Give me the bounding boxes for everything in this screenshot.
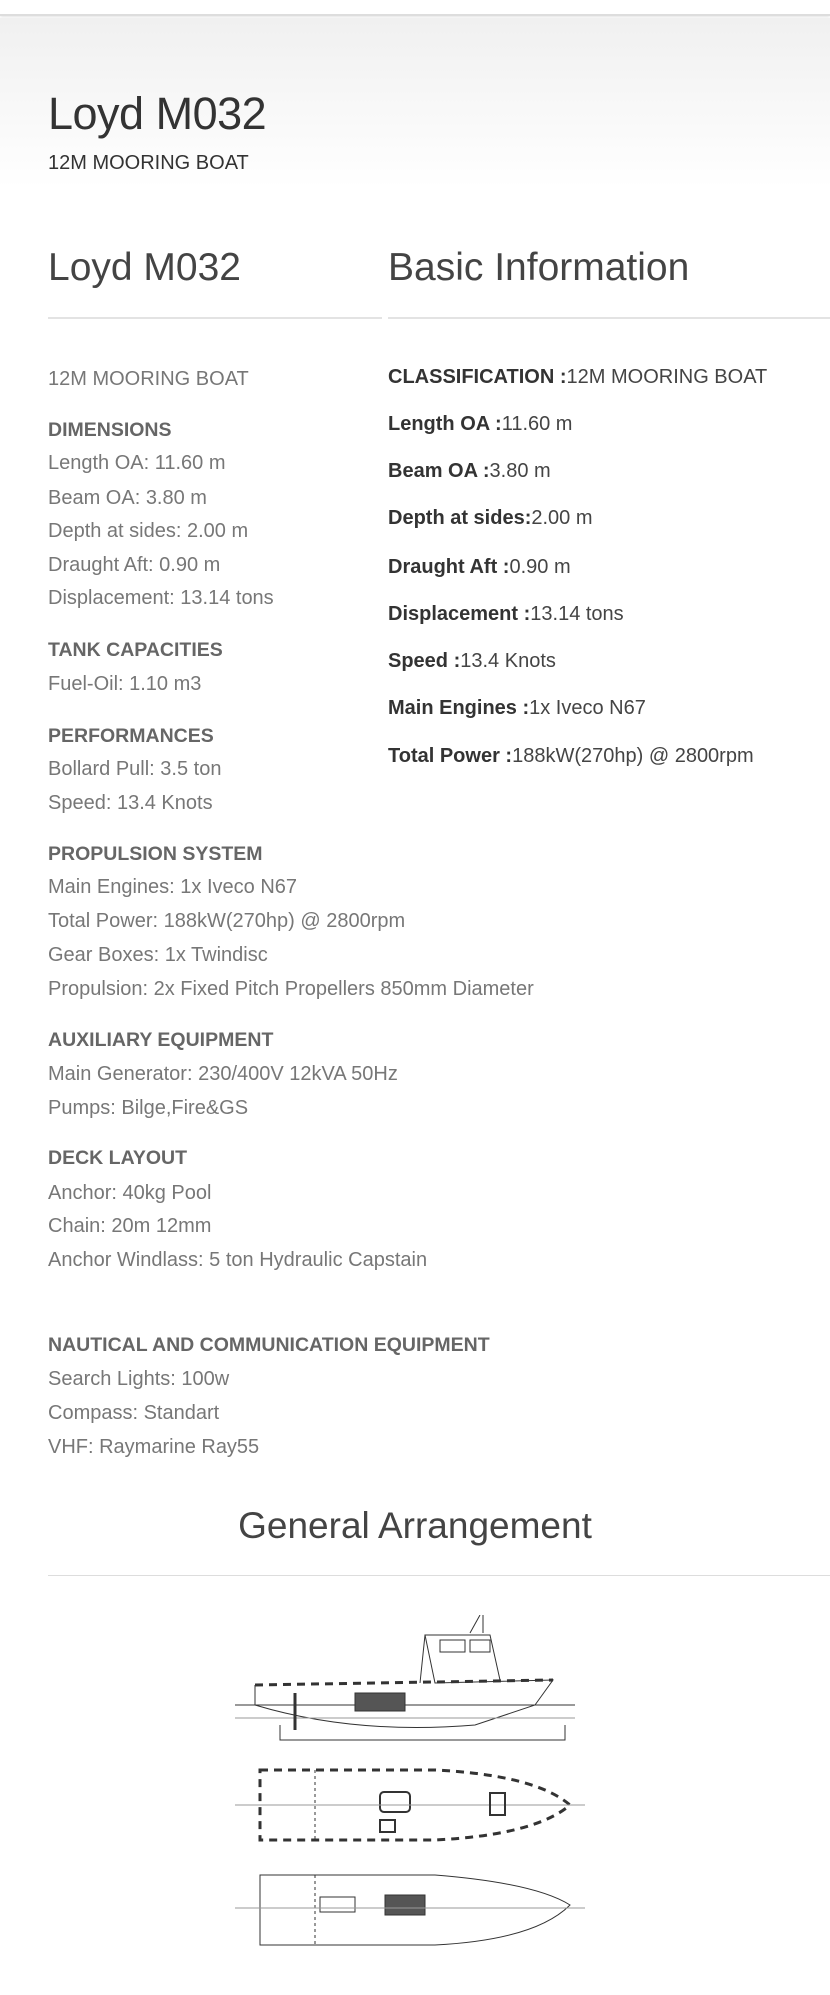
basic-info-value: 188kW(270hp) @ 2800rpm [512, 745, 754, 767]
spec-item-row: Chain: 20m 12mm [48, 1209, 211, 1243]
basic-info-row: Length OA :11.60 m [388, 413, 572, 436]
basic-info-label: CLASSIFICATION : [388, 366, 567, 388]
basic-info-label: Draught Aft : [388, 556, 510, 578]
spec-group-title: DECK LAYOUT [48, 1147, 188, 1169]
spec-item-row: Displacement: 13.14 tons [48, 581, 274, 615]
spec-item-row: Depth at sides: 2.00 m [48, 514, 248, 548]
basic-info-heading: Basic Information [388, 246, 690, 289]
spec-item-row: Main Generator: 230/400V 12kVA 50Hz [48, 1057, 398, 1091]
spec-item-row: Pumps: Bilge,Fire&GS [48, 1091, 248, 1125]
divider [48, 1575, 830, 1576]
deck-plan-view [235, 1768, 585, 1842]
basic-info-value: 12M MOORING BOAT [566, 366, 768, 388]
top-bar [0, 0, 830, 16]
basic-info-label: Beam OA : [388, 460, 490, 482]
spec-item: Total Power: 188kW(270hp) @ 2800rpm [48, 910, 406, 932]
divider [388, 317, 830, 319]
spec-item: Displacement: 13.14 tons [48, 587, 274, 609]
page-subtitle: 12M MOORING BOAT [48, 152, 249, 174]
spec-item: Anchor Windlass: 5 ton Hydraulic Capstai… [48, 1249, 428, 1271]
general-arrangement-heading: General Arrangement [238, 1505, 592, 1546]
spec-group-title-row: DIMENSIONS [48, 413, 172, 447]
basic-info-value: 13.4 Knots [460, 650, 556, 672]
spec-item: Gear Boxes: 1x Twindisc [48, 944, 268, 966]
spec-item: Chain: 20m 12mm [48, 1215, 212, 1237]
hero-banner [0, 18, 830, 188]
profile-view [235, 1615, 575, 1741]
spec-group-title-row: PROPULSION SYSTEM [48, 837, 263, 871]
spec-item: Search Lights: 100w [48, 1368, 230, 1390]
basic-info-label: Depth at sides: [388, 507, 532, 529]
basic-info-label: Main Engines : [388, 697, 530, 719]
left-heading: Loyd M032 [48, 246, 241, 289]
spec-group-title-row: AUXILIARY EQUIPMENT [48, 1023, 273, 1057]
spec-group-title-row: DECK LAYOUT [48, 1141, 187, 1175]
page-title: Loyd M032 [48, 88, 267, 139]
divider [48, 317, 382, 319]
basic-info-row: Displacement :13.14 tons [388, 603, 624, 626]
spec-item-row: Total Power: 188kW(270hp) @ 2800rpm [48, 904, 405, 938]
basic-info-value: 0.90 m [509, 556, 571, 578]
spec-item: Compass: Standart [48, 1402, 220, 1424]
spec-group-title-row: PERFORMANCES [48, 719, 214, 753]
spec-item: Draught Aft: 0.90 m [48, 554, 221, 576]
basic-info-value: 1x Iveco N67 [529, 697, 646, 719]
spec-item-row: Anchor: 40kg Pool [48, 1176, 211, 1210]
spec-item-row: Fuel-Oil: 1.10 m3 [48, 667, 201, 701]
lower-deck-view [235, 1874, 585, 1946]
spec-item-row: Beam OA: 3.80 m [48, 481, 207, 515]
spec-item-row: VHF: Raymarine Ray55 [48, 1430, 259, 1464]
basic-info-row: Main Engines :1x Iveco N67 [388, 697, 646, 720]
basic-info-row: Beam OA :3.80 m [388, 460, 551, 483]
spec-item: Main Generator: 230/400V 12kVA 50Hz [48, 1063, 398, 1085]
boat-type: 12M MOORING BOAT [48, 368, 249, 390]
basic-info-value: 13.14 tons [530, 603, 624, 625]
basic-info-row: Total Power :188kW(270hp) @ 2800rpm [388, 745, 754, 768]
spec-item: Propulsion: 2x Fixed Pitch Propellers 85… [48, 978, 534, 1000]
spec-item-row: Compass: Standart [48, 1396, 219, 1430]
spec-item: Speed: 13.4 Knots [48, 792, 213, 814]
spec-item-row: Bollard Pull: 3.5 ton [48, 752, 221, 786]
spec-group-title: NAUTICAL AND COMMUNICATION EQUIPMENT [48, 1334, 490, 1356]
spec-item: Pumps: Bilge,Fire&GS [48, 1097, 249, 1119]
basic-info-value: 2.00 m [531, 507, 593, 529]
spec-item-row: Anchor Windlass: 5 ton Hydraulic Capstai… [48, 1243, 427, 1277]
spec-item-row: Propulsion: 2x Fixed Pitch Propellers 85… [48, 972, 534, 1006]
basic-info-value: 3.80 m [489, 460, 551, 482]
basic-info-label: Length OA : [388, 413, 502, 435]
spec-group-title-row: NAUTICAL AND COMMUNICATION EQUIPMENT [48, 1328, 490, 1362]
spec-item: Depth at sides: 2.00 m [48, 520, 249, 542]
basic-info-label: Displacement : [388, 603, 531, 625]
basic-info-row: Depth at sides:2.00 m [388, 507, 593, 530]
spec-item-row: Search Lights: 100w [48, 1362, 229, 1396]
spec-item: Beam OA: 3.80 m [48, 487, 207, 509]
spec-item-row: Length OA: 11.60 m [48, 446, 226, 480]
spec-group-title: PERFORMANCES [48, 725, 214, 747]
basic-info-value: 11.60 m [501, 413, 573, 435]
spec-item: Bollard Pull: 3.5 ton [48, 758, 222, 780]
spec-item-row: Gear Boxes: 1x Twindisc [48, 938, 268, 972]
spec-group-title-row: TANK CAPACITIES [48, 633, 223, 667]
spec-group-title: PROPULSION SYSTEM [48, 843, 263, 865]
spec-item: VHF: Raymarine Ray55 [48, 1436, 260, 1458]
spec-item: Length OA: 11.60 m [48, 452, 226, 474]
basic-info-label: Total Power : [388, 745, 513, 767]
spec-item-row: Main Engines: 1x Iveco N67 [48, 870, 297, 904]
spec-item: Anchor: 40kg Pool [48, 1182, 212, 1204]
spec-group-title: TANK CAPACITIES [48, 639, 223, 661]
spec-item-row: Draught Aft: 0.90 m [48, 548, 220, 582]
general-arrangement-drawing [235, 1615, 585, 1946]
basic-info-row: CLASSIFICATION :12M MOORING BOAT [388, 366, 767, 389]
basic-info-label: Speed : [388, 650, 461, 672]
spec-item-row: Speed: 13.4 Knots [48, 786, 213, 820]
basic-info-row: Speed :13.4 Knots [388, 650, 556, 673]
basic-info-row: Draught Aft :0.90 m [388, 556, 571, 579]
spec-item: Main Engines: 1x Iveco N67 [48, 876, 298, 898]
spec-group-title: AUXILIARY EQUIPMENT [48, 1029, 274, 1051]
spec-group-title: DIMENSIONS [48, 419, 172, 441]
spec-item: Fuel-Oil: 1.10 m3 [48, 673, 202, 695]
